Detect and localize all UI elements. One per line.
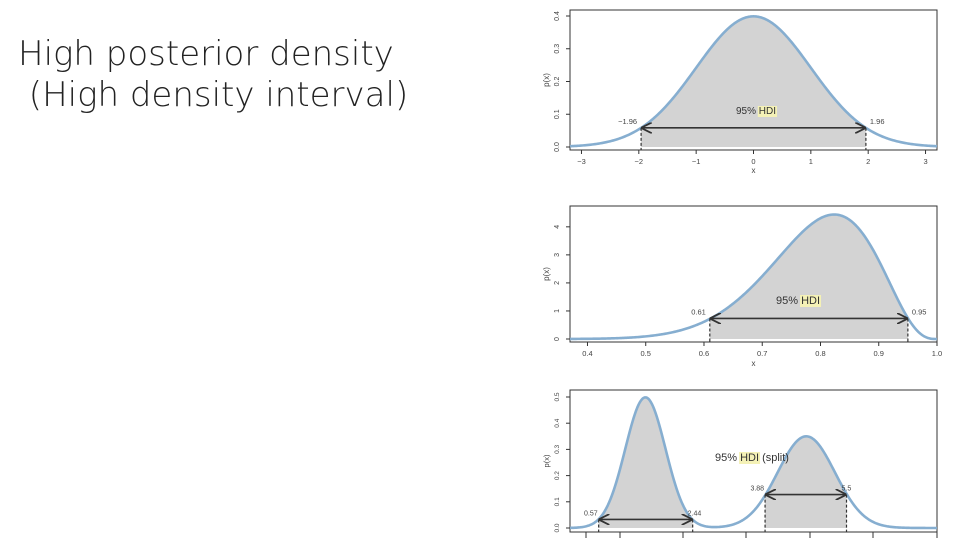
x-tick-label: 0.8 xyxy=(815,349,825,358)
y-tick-label: 0.3 xyxy=(554,44,561,54)
x-tick-label: −1 xyxy=(692,157,701,166)
x-tick-label: 1 xyxy=(809,157,813,166)
hdi-shaded-region-1 xyxy=(709,214,908,339)
x-tick-label: 0.6 xyxy=(699,349,709,358)
x-tick-label: −3 xyxy=(577,157,586,166)
hdi-annotation: 95% HDI xyxy=(736,106,776,117)
slide-title: High posterior density (High density int… xyxy=(18,34,458,116)
y-axis-label: p(x) xyxy=(542,73,551,87)
y-tick-label: 0.2 xyxy=(554,77,561,87)
hdi-shaded-region-1 xyxy=(598,397,693,528)
hdi-annotation-prefix: 95% xyxy=(715,452,740,464)
y-tick-label: 3 xyxy=(554,253,561,257)
y-tick-label: 0 xyxy=(554,337,561,341)
hdi-annotation-highlight: HDI xyxy=(759,106,776,117)
slide-title-line-2: (High density interval) xyxy=(18,75,409,115)
chart-2: 0.61 0.95 95% HDI 0.4 0.5 0.6 0.7 0.8 0.9 1.0 x 0 1 2… xyxy=(542,205,942,368)
hdi-shaded-region-1 xyxy=(641,16,866,147)
hdi-annotation-suffix: (split) xyxy=(759,452,789,464)
hdi-highlight-box xyxy=(757,106,778,117)
hdi-upper-label: 2.44 xyxy=(688,510,702,517)
x-tick-label: 0 xyxy=(751,157,755,166)
y-axis-label: p(x) xyxy=(542,454,551,467)
density-curve xyxy=(569,396,938,530)
y-tick-label: 0.1 xyxy=(554,109,561,119)
y-tick-label: 0.4 xyxy=(554,418,561,427)
hdi-annotation-highlight: HDI xyxy=(801,295,820,307)
hdi-upper-label: 0.95 xyxy=(912,307,927,316)
hdi-lower-label: 0.61 xyxy=(691,307,706,316)
hdi-annotation-prefix: 95% xyxy=(736,106,759,117)
hdi-highlight-box xyxy=(739,452,761,464)
plot-frame xyxy=(569,205,938,343)
y-tick-label: 0.1 xyxy=(554,497,561,506)
y-tick-label: 0.3 xyxy=(554,445,561,454)
y-tick-label: 0.0 xyxy=(554,142,561,152)
x-tick-label: 0.7 xyxy=(757,349,767,358)
y-tick-label: 1 xyxy=(554,309,561,313)
density-curve xyxy=(569,213,938,341)
x-tick-label: 2 xyxy=(866,157,870,166)
y-tick-label: 0.5 xyxy=(554,392,561,401)
chart-1: −1.96 1.96 95% HDI −3 −2 −1 0 1 2 3 x 0.0 0.1 0.2 0.3 0… xyxy=(542,9,938,175)
x-tick-label: 0.4 xyxy=(582,349,592,358)
hdi-upper-label: 1.96 xyxy=(870,117,885,126)
x-tick-label: 3 xyxy=(923,157,927,166)
x-axis-label: x xyxy=(752,166,756,175)
hdi-upper-label: 5.5 xyxy=(842,486,852,493)
x-tick-label: 0.5 xyxy=(641,349,651,358)
hdi-lower-label: 0.57 xyxy=(584,510,598,517)
hdi-annotation-prefix: 95% xyxy=(776,295,801,307)
hdi-lower-label: −1.96 xyxy=(618,117,637,126)
y-tick-label: 0.0 xyxy=(554,523,561,532)
y-tick-label: 2 xyxy=(554,281,561,285)
hdi-annotation: 95% HDI xyxy=(776,295,820,307)
y-tick-label: 0.2 xyxy=(554,471,561,480)
x-axis-label: x xyxy=(752,359,756,368)
hdi-lower-label: 3.88 xyxy=(750,486,764,493)
plot-frame xyxy=(569,389,938,533)
density-curve xyxy=(569,15,938,148)
x-tick-label: 0.9 xyxy=(874,349,884,358)
y-tick-label: 4 xyxy=(554,225,561,229)
hdi-highlight-box xyxy=(800,295,822,307)
chart-3: 0.57 2.44 3.88 5.5 95% HDI (split) 0.0 0.1 0.2 0… xyxy=(542,389,938,538)
y-tick-label: 0.4 xyxy=(554,11,561,21)
x-tick-label: −2 xyxy=(635,157,644,166)
slide-title-line-1: High posterior density xyxy=(18,34,394,74)
hdi-annotation-highlight: HDI xyxy=(740,452,759,464)
hdi-annotation: 95% HDI (split) xyxy=(715,452,789,464)
x-tick-label: 1.0 xyxy=(932,349,942,358)
hdi-shaded-region-2 xyxy=(765,436,847,528)
y-axis-label: p(x) xyxy=(542,267,551,281)
